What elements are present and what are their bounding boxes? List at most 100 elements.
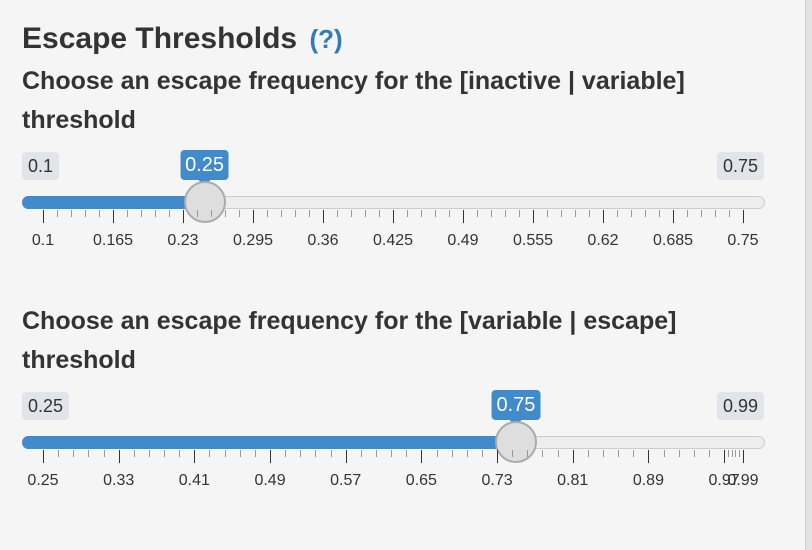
slider-minor-tick (211, 210, 212, 217)
slider-max-label: 0.99 (716, 392, 764, 420)
slider-value-label: 0.25 (180, 150, 229, 186)
slider-handle[interactable] (183, 181, 226, 223)
slider-minor-tick (267, 210, 268, 217)
slider-minor-tick (727, 450, 729, 457)
slider-minor-tick (407, 210, 408, 217)
slider-minor-tick (729, 210, 730, 217)
slider-minor-tick (148, 450, 150, 457)
slider-minor-tick (351, 210, 352, 217)
slider-minor-tick (663, 450, 665, 457)
slider-minor-tick (141, 210, 142, 217)
slider-minor-tick (547, 210, 548, 217)
slider-value-label: 0.75 (491, 390, 541, 426)
slider-minor-tick (164, 450, 166, 457)
slider-minor-tick (451, 450, 453, 457)
slider-minor-tick (618, 450, 620, 457)
slider-minor-tick (127, 210, 128, 217)
slider-minor-tick (659, 210, 660, 217)
slider-major-tick (572, 450, 574, 463)
slider-tick-label: 0.555 (512, 232, 554, 249)
slider-fill-bar (22, 436, 516, 449)
slider-minor-tick (557, 450, 559, 457)
slider-minor-tick (309, 210, 310, 217)
section-title-text: Escape Thresholds (22, 22, 298, 55)
slider-minor-tick (678, 450, 680, 457)
slider-major-tick (43, 210, 44, 223)
slider-minor-tick (169, 210, 170, 217)
slider-minor-tick (708, 450, 710, 457)
slider-minor-tick (481, 450, 483, 457)
slider-minor-tick (542, 450, 544, 457)
slider-minor-tick (225, 210, 226, 217)
slider-minor-tick (337, 210, 338, 217)
slider-minor-tick (449, 210, 450, 217)
slider-tick-label: 0.99 (727, 472, 759, 489)
slider-tick-label: 0.41 (178, 472, 210, 489)
slider-major-tick (113, 210, 114, 223)
slider-minor-tick (527, 450, 529, 457)
slider-minor-tick (435, 210, 436, 217)
slider-fill-bar (22, 196, 205, 209)
slider-tick-label: 0.57 (330, 472, 362, 489)
slider-tick-label: 0.295 (232, 232, 274, 249)
slider-minor-tick (330, 450, 332, 457)
slider-major-tick (253, 210, 254, 223)
slider-tick-label: 0.65 (405, 472, 437, 489)
slider-major-tick (345, 450, 347, 463)
slider-max-label: 0.75 (716, 152, 764, 180)
slider-grid: 0.1 0.165 0.23 0.295 0.36 0.425 0.49 0.555 0.62 0… (0, 210, 805, 260)
slider-minor-tick (281, 210, 282, 217)
slider-tick-label: 0.75 (727, 232, 759, 249)
slider-handle[interactable] (494, 421, 537, 463)
slider-1-label: Choose an escape frequency for the [inac… (22, 67, 685, 134)
slider-minor-tick (715, 210, 716, 217)
slider-minor-tick (505, 210, 506, 217)
slider-minor-tick (88, 450, 90, 457)
slider-major-tick (743, 450, 744, 463)
slider-major-tick (648, 450, 650, 463)
slider-major-tick (724, 450, 726, 463)
slider-minor-tick (477, 210, 478, 217)
slider-minor-tick (239, 450, 241, 457)
section-title: Escape Thresholds (?) (22, 21, 343, 57)
slider-minor-tick (645, 210, 646, 217)
slider-minor-tick (71, 210, 72, 217)
slider-minor-tick (85, 210, 86, 217)
slider-minor-tick (224, 450, 226, 457)
slider-minor-tick (589, 210, 590, 217)
slider-minor-tick (633, 450, 635, 457)
slider-minor-tick (587, 450, 589, 457)
slider-minor-tick (735, 450, 737, 457)
slider-tick-label: 0.97 (708, 472, 740, 489)
slider-minor-tick (99, 210, 100, 217)
slider-major-tick (323, 210, 324, 223)
slider-major-tick (270, 450, 272, 463)
slider-tick-label: 0.62 (587, 232, 619, 249)
slider-minor-tick (155, 210, 156, 217)
slider-minor-tick (739, 450, 741, 457)
slider-tick-label: 0.425 (372, 232, 414, 249)
slider-tick-label: 0.1 (31, 232, 55, 249)
panel-edge (805, 0, 812, 550)
slider-major-tick (393, 210, 394, 223)
slider-major-tick (673, 210, 674, 223)
slider-major-tick (463, 210, 464, 223)
slider-minor-tick (57, 210, 58, 217)
slider-tick-label: 0.81 (557, 472, 589, 489)
help-link[interactable]: (?) (309, 24, 343, 54)
slider-major-tick (497, 450, 499, 463)
slider-minor-tick (254, 450, 256, 457)
slider-minor-tick (512, 450, 514, 457)
slider-minor-tick (379, 210, 380, 217)
slider-major-tick (43, 450, 44, 463)
slider-minor-tick (103, 450, 105, 457)
slider-minor-tick (239, 210, 240, 217)
slider-major-tick (743, 210, 744, 223)
slider-minor-tick (73, 450, 75, 457)
slider-minor-tick (58, 450, 60, 457)
slider-minor-tick (209, 450, 211, 457)
slider-minor-tick (285, 450, 287, 457)
slider-minor-tick (133, 450, 135, 457)
slider-minor-tick (491, 210, 492, 217)
